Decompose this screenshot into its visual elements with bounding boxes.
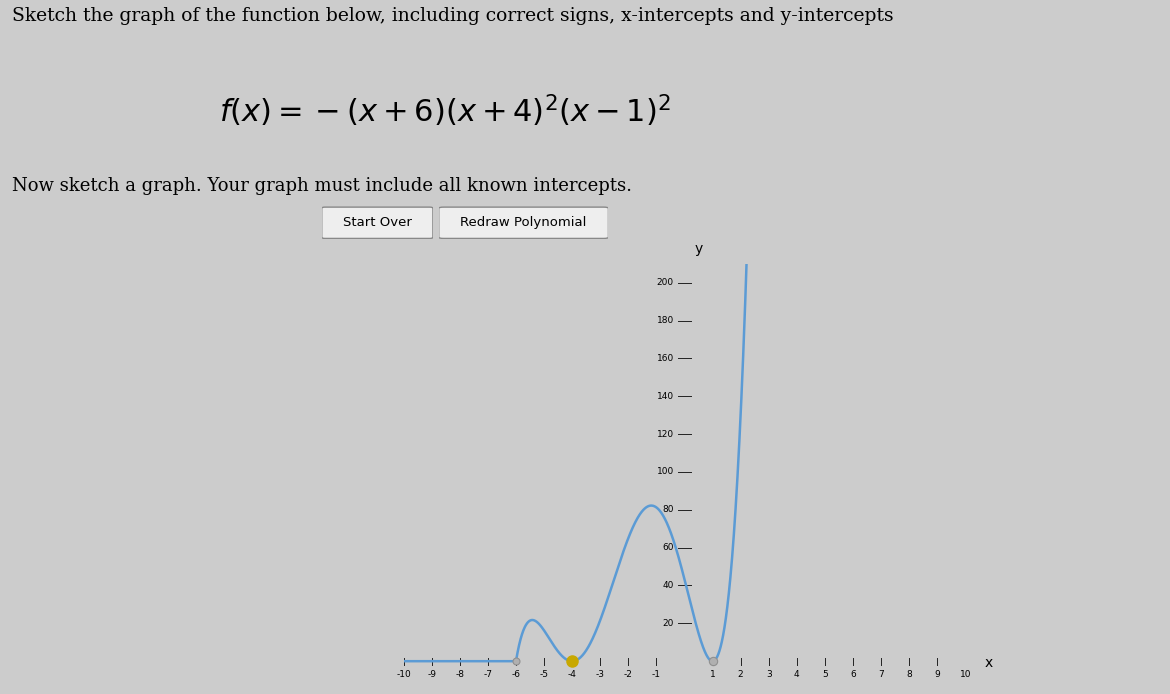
Text: Sketch the graph of the function below, including correct signs, x-intercepts an: Sketch the graph of the function below, … [12,7,894,25]
Text: -8: -8 [455,670,464,679]
Text: 8: 8 [907,670,911,679]
Text: 20: 20 [662,619,674,628]
Text: 120: 120 [656,430,674,439]
Text: 4: 4 [794,670,799,679]
Text: 180: 180 [656,316,674,325]
Text: -3: -3 [596,670,605,679]
Text: 60: 60 [662,543,674,552]
Text: 7: 7 [879,670,883,679]
Text: y: y [694,242,702,256]
Text: 6: 6 [851,670,855,679]
Text: 100: 100 [656,468,674,476]
Text: $f(x) = -(x+6)(x+4)^2(x-1)^2$: $f(x) = -(x+6)(x+4)^2(x-1)^2$ [219,93,670,130]
Text: Redraw Polynomial: Redraw Polynomial [460,217,587,229]
Text: 9: 9 [935,670,940,679]
Text: -4: -4 [567,670,577,679]
Text: -9: -9 [427,670,436,679]
Text: 200: 200 [656,278,674,287]
Text: x: x [985,656,993,670]
Text: 10: 10 [959,670,971,679]
Text: 1: 1 [710,670,715,679]
Text: -5: -5 [539,670,549,679]
Text: 5: 5 [823,670,827,679]
Text: 80: 80 [662,505,674,514]
Text: -1: -1 [652,670,661,679]
FancyBboxPatch shape [322,207,433,239]
Text: 140: 140 [656,391,674,400]
Text: 160: 160 [656,354,674,363]
Text: Now sketch a graph. Your graph must include all known intercepts.: Now sketch a graph. Your graph must incl… [12,178,632,196]
Text: Start Over: Start Over [343,217,412,229]
Text: -7: -7 [483,670,493,679]
Text: -10: -10 [397,670,411,679]
Text: 40: 40 [662,581,674,590]
Text: -2: -2 [624,670,633,679]
Text: -6: -6 [511,670,521,679]
Text: 2: 2 [738,670,743,679]
FancyBboxPatch shape [439,207,608,239]
Text: 3: 3 [766,670,771,679]
